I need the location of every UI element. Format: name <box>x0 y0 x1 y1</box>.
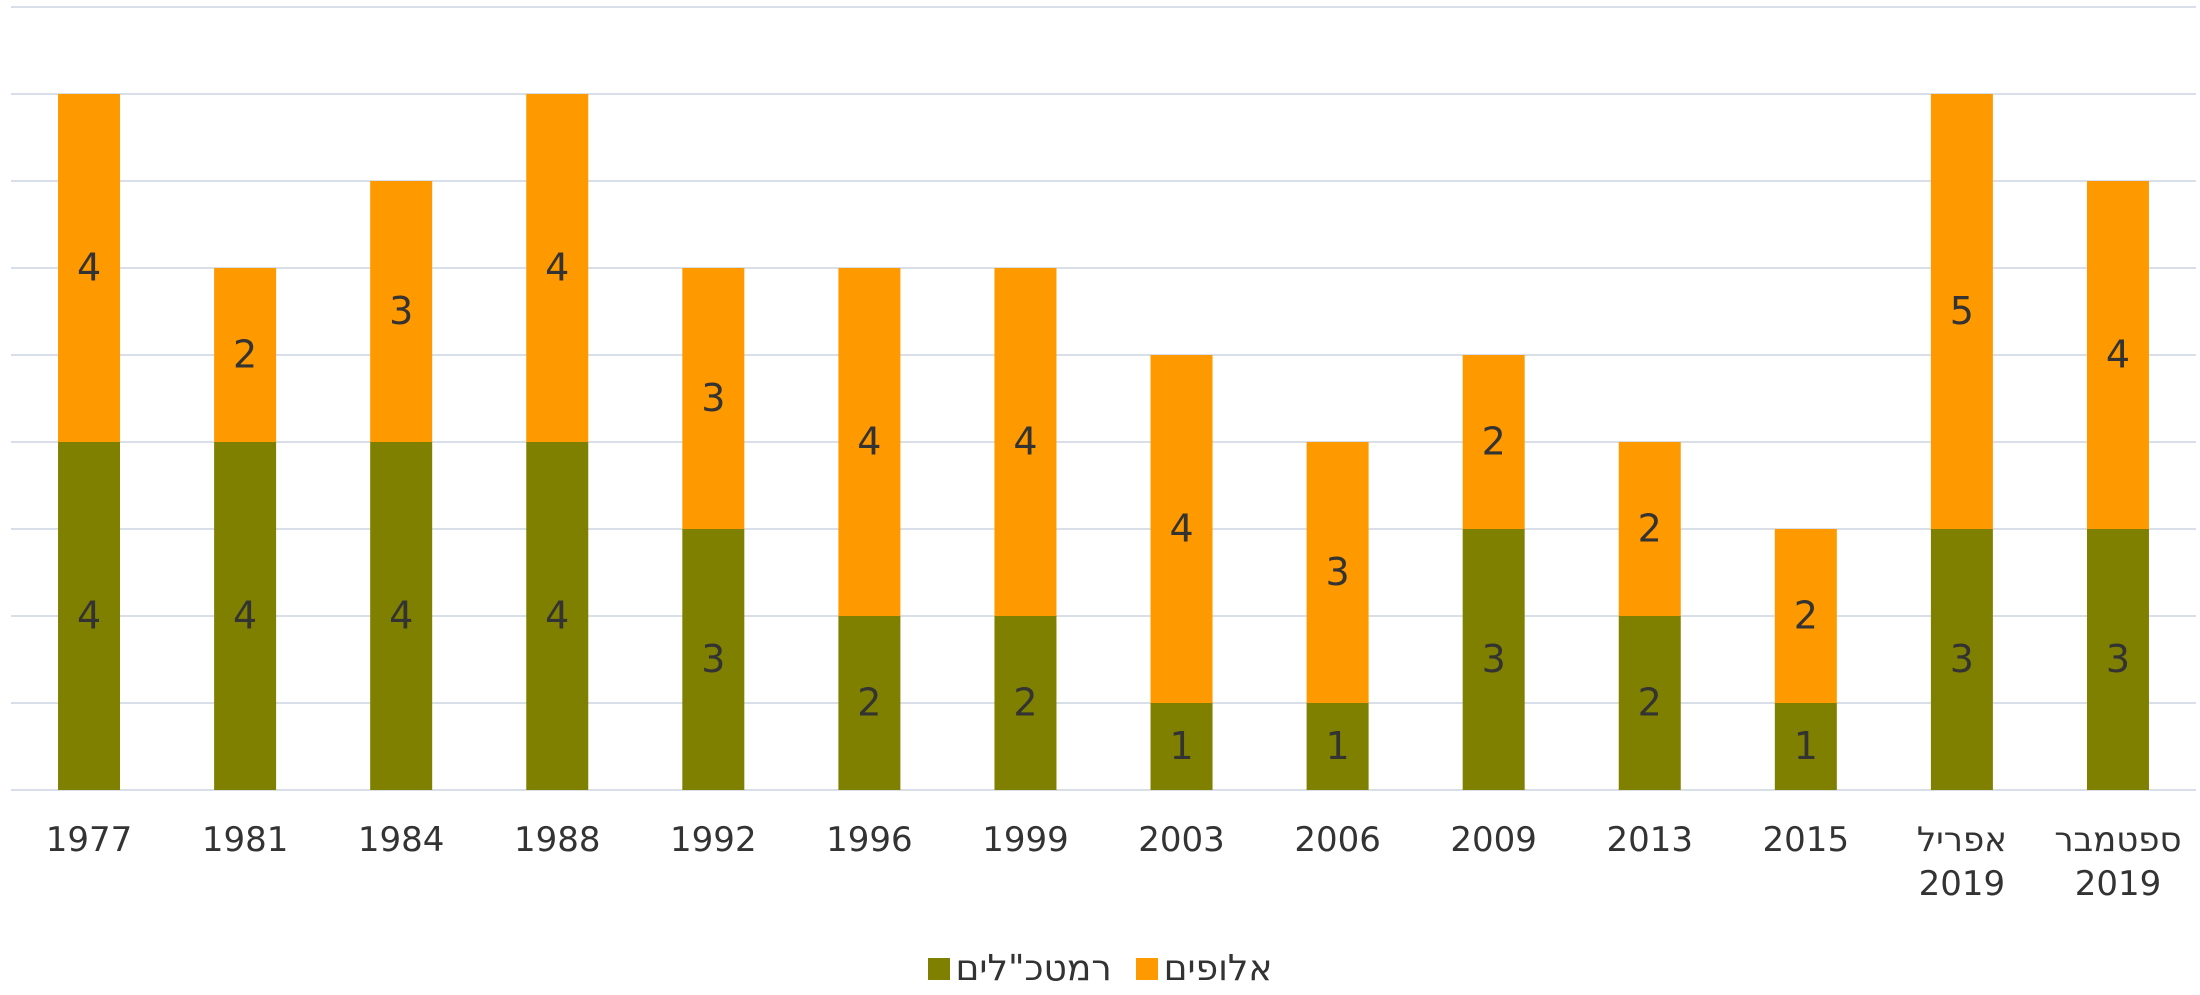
bar-segment <box>58 94 121 442</box>
bar-segment <box>1462 529 1525 790</box>
x-tick-label: 1996 <box>826 820 913 860</box>
x-tick-label: 1984 <box>357 820 445 860</box>
bar-segment <box>994 616 1057 790</box>
data-label: 3 <box>389 289 413 333</box>
bar-segment <box>1150 703 1213 790</box>
data-label: 4 <box>233 594 257 638</box>
legend-label: רמטכ"לים <box>955 948 1112 989</box>
bar-segment <box>1306 703 1369 790</box>
bar-segment <box>838 268 901 616</box>
bar-segment <box>526 94 589 442</box>
data-label: 2 <box>1013 681 1037 725</box>
data-label: 4 <box>389 594 413 638</box>
bar-segment <box>682 268 745 529</box>
data-label: 1 <box>1794 724 1818 768</box>
data-label: 2 <box>1638 507 1662 551</box>
bar-segment <box>1306 442 1369 703</box>
x-tick-label: אפריל 2019 <box>1916 820 2007 904</box>
data-label: 3 <box>701 637 725 681</box>
data-label: 4 <box>545 594 569 638</box>
bar-segment <box>1930 529 1993 790</box>
data-label: 4 <box>857 420 881 464</box>
x-tick-label: 1999 <box>982 820 1069 860</box>
data-label: 4 <box>1169 507 1193 551</box>
legend: רמטכ"לים אלופים <box>0 948 2200 989</box>
data-label: 2 <box>857 681 881 725</box>
x-tick-label: 2013 <box>1606 820 1693 860</box>
bar-segment <box>1774 703 1837 790</box>
bar-segment <box>1618 616 1681 790</box>
legend-item: אלופים <box>1135 948 1273 989</box>
bar-segment <box>1774 529 1837 703</box>
bar-segment <box>1930 94 1993 529</box>
data-label: 1 <box>1169 724 1193 768</box>
legend-swatch <box>1135 957 1158 980</box>
data-label: 2 <box>1794 594 1818 638</box>
data-label: 4 <box>1013 420 1037 464</box>
x-tick-label: 1992 <box>670 820 757 860</box>
legend-item: רמטכ"לים <box>927 948 1112 989</box>
bar-segment <box>682 529 745 790</box>
data-label: 4 <box>77 594 101 638</box>
bar-segment <box>370 181 433 442</box>
data-label: 1 <box>1326 724 1350 768</box>
bar-segment <box>1150 355 1213 703</box>
legend-label: אלופים <box>1163 948 1273 989</box>
data-label: 4 <box>77 246 101 290</box>
bar-segment <box>994 268 1057 616</box>
data-label: 5 <box>1950 289 1974 333</box>
legend-swatch <box>927 957 950 980</box>
x-tick-label: 1988 <box>513 820 601 860</box>
x-tick-label: 1981 <box>201 820 289 860</box>
x-tick-label: ספטמבר 2019 <box>2054 820 2182 904</box>
x-tick-label: 2006 <box>1294 820 1381 860</box>
bar-segment <box>1618 442 1681 616</box>
x-tick-label: 2015 <box>1762 820 1850 860</box>
bar-segment <box>214 442 277 790</box>
bar-segment <box>2086 181 2149 529</box>
data-label: 4 <box>545 246 569 290</box>
data-label: 3 <box>1482 637 1506 681</box>
data-label: 3 <box>2106 637 2130 681</box>
bar-segment <box>838 616 901 790</box>
data-label: 2 <box>1638 681 1662 725</box>
x-tick-label: 2009 <box>1450 820 1537 860</box>
bar-segment <box>526 442 589 790</box>
bar-segment <box>1462 355 1525 529</box>
data-label: 3 <box>1326 550 1350 594</box>
x-tick-label: 1977 <box>45 820 133 860</box>
data-label: 4 <box>2106 333 2130 377</box>
bar-segment <box>2086 529 2149 790</box>
bar-segment <box>214 268 277 442</box>
bar-segment <box>370 442 433 790</box>
data-label: 3 <box>701 376 725 420</box>
bar-segment <box>58 442 121 790</box>
x-tick-label: 2003 <box>1138 820 1225 860</box>
data-label: 3 <box>1950 637 1974 681</box>
data-label: 2 <box>233 333 257 377</box>
data-label: 2 <box>1482 420 1506 464</box>
